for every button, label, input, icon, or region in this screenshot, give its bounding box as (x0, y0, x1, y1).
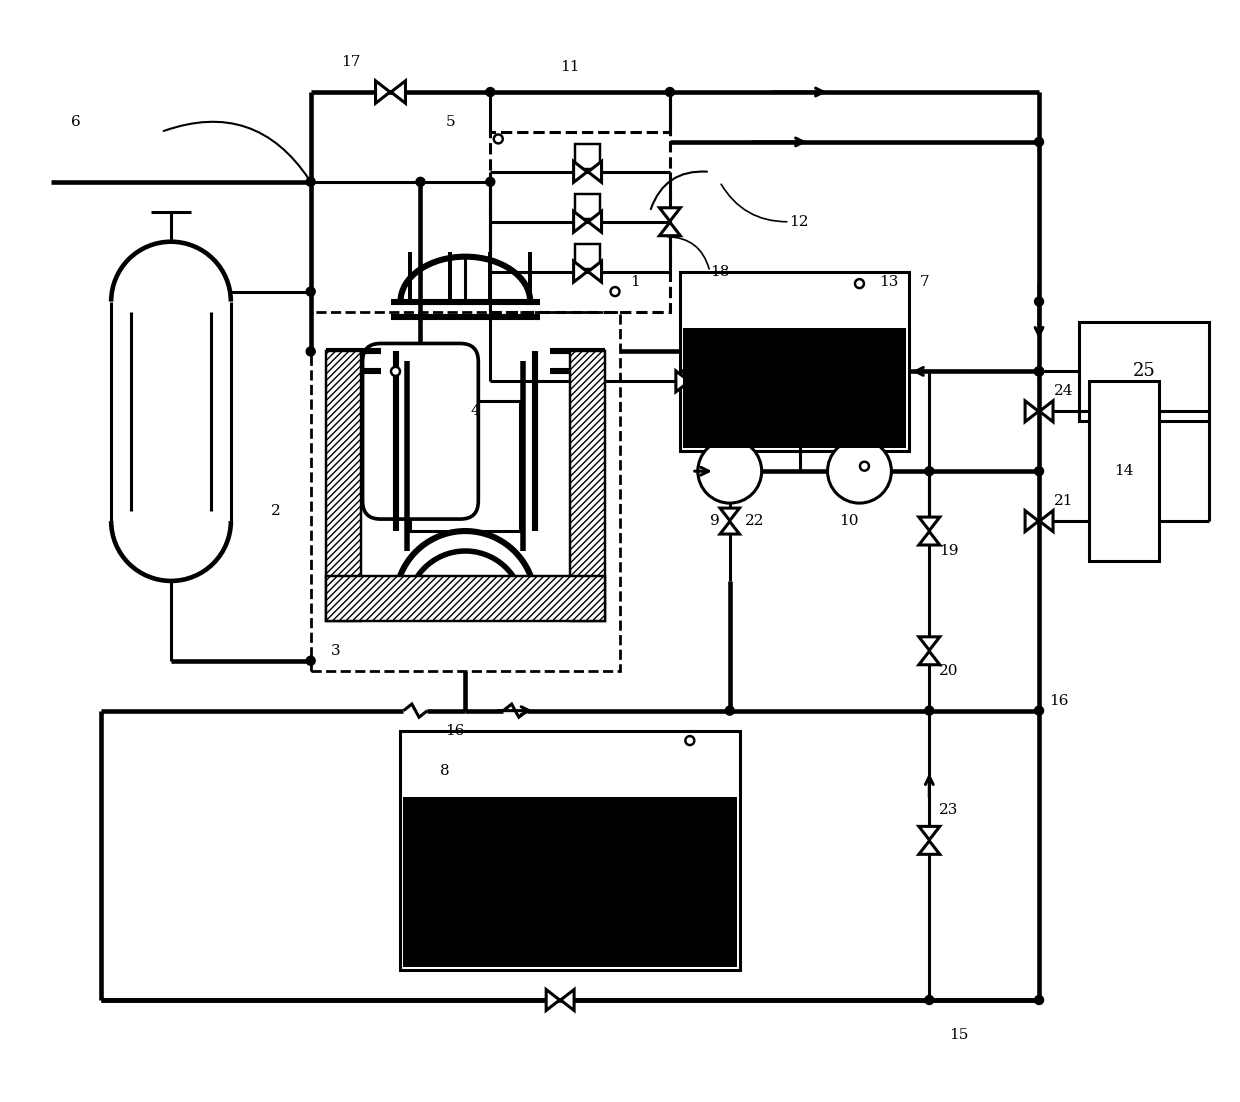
Text: 16: 16 (1049, 693, 1069, 707)
Polygon shape (919, 651, 940, 665)
Text: 10: 10 (839, 514, 859, 528)
Circle shape (306, 657, 315, 666)
Text: 7: 7 (919, 274, 929, 289)
Circle shape (1034, 298, 1044, 306)
Circle shape (486, 87, 495, 97)
Polygon shape (660, 208, 681, 222)
Text: 19: 19 (939, 544, 959, 558)
Polygon shape (1039, 510, 1053, 531)
Polygon shape (1025, 401, 1039, 422)
Circle shape (725, 706, 734, 715)
Bar (490, 132, 670, 312)
Text: 24: 24 (1054, 385, 1074, 398)
Bar (680, 271, 909, 451)
Circle shape (686, 736, 694, 745)
Polygon shape (376, 80, 391, 104)
FancyBboxPatch shape (362, 344, 479, 519)
Circle shape (306, 347, 315, 356)
Bar (575, 244, 600, 269)
Circle shape (925, 466, 934, 476)
Circle shape (854, 279, 864, 288)
Circle shape (1034, 706, 1044, 715)
Text: 8: 8 (440, 764, 450, 778)
Bar (410, 401, 521, 531)
Polygon shape (919, 517, 940, 530)
Polygon shape (691, 371, 704, 392)
Text: 11: 11 (560, 61, 579, 74)
Text: 9: 9 (709, 514, 719, 528)
Circle shape (827, 440, 892, 504)
Text: 5: 5 (445, 115, 455, 129)
Polygon shape (574, 161, 587, 182)
Polygon shape (391, 80, 405, 104)
Polygon shape (546, 990, 559, 1011)
Polygon shape (588, 261, 601, 282)
Polygon shape (919, 531, 940, 545)
Text: 25: 25 (1132, 363, 1156, 380)
Circle shape (1034, 466, 1044, 476)
Text: 4: 4 (470, 404, 480, 419)
Polygon shape (588, 212, 601, 233)
Text: 15: 15 (950, 1028, 968, 1041)
Circle shape (1034, 367, 1044, 376)
Bar (1089, 381, 1159, 561)
Circle shape (415, 177, 425, 186)
Circle shape (306, 288, 315, 296)
Bar (570, 352, 605, 620)
Circle shape (486, 177, 495, 186)
Polygon shape (720, 508, 739, 520)
Text: 18: 18 (709, 264, 729, 279)
Text: 13: 13 (879, 274, 899, 289)
Polygon shape (588, 161, 601, 182)
Polygon shape (1039, 401, 1053, 422)
Polygon shape (574, 261, 587, 282)
Circle shape (494, 134, 502, 143)
Bar (326, 576, 605, 620)
Polygon shape (574, 212, 587, 233)
Circle shape (1034, 367, 1044, 376)
Polygon shape (919, 841, 940, 854)
Text: 3: 3 (331, 644, 340, 658)
Bar (401, 731, 740, 970)
Circle shape (795, 367, 804, 376)
Polygon shape (560, 990, 574, 1011)
Bar (1079, 322, 1209, 421)
Circle shape (795, 377, 804, 386)
Bar (683, 328, 906, 449)
Text: 23: 23 (939, 803, 959, 818)
Polygon shape (676, 371, 689, 392)
Circle shape (925, 995, 934, 1005)
Polygon shape (660, 223, 681, 236)
Circle shape (1034, 995, 1044, 1005)
Polygon shape (919, 637, 940, 650)
Circle shape (610, 288, 620, 296)
Text: 21: 21 (1054, 494, 1074, 508)
Polygon shape (1025, 510, 1039, 531)
Text: 1: 1 (630, 274, 640, 289)
Text: 17: 17 (341, 55, 360, 69)
Circle shape (925, 706, 934, 715)
Text: 2: 2 (270, 504, 280, 518)
Polygon shape (919, 826, 940, 840)
Circle shape (1034, 367, 1044, 376)
Circle shape (391, 367, 401, 376)
Text: 16: 16 (445, 724, 465, 737)
Text: 22: 22 (745, 514, 764, 528)
Bar (326, 352, 361, 620)
Text: 14: 14 (1114, 464, 1133, 478)
Circle shape (666, 87, 675, 97)
Bar (575, 194, 600, 218)
Text: 6: 6 (71, 115, 81, 129)
Polygon shape (720, 521, 739, 534)
Text: 20: 20 (939, 663, 959, 678)
Circle shape (698, 440, 761, 504)
Bar (311, 312, 620, 671)
Circle shape (861, 462, 869, 471)
Bar (575, 144, 600, 169)
Circle shape (1034, 138, 1044, 147)
Text: 12: 12 (790, 215, 810, 229)
Circle shape (306, 177, 315, 186)
Bar (403, 798, 737, 968)
